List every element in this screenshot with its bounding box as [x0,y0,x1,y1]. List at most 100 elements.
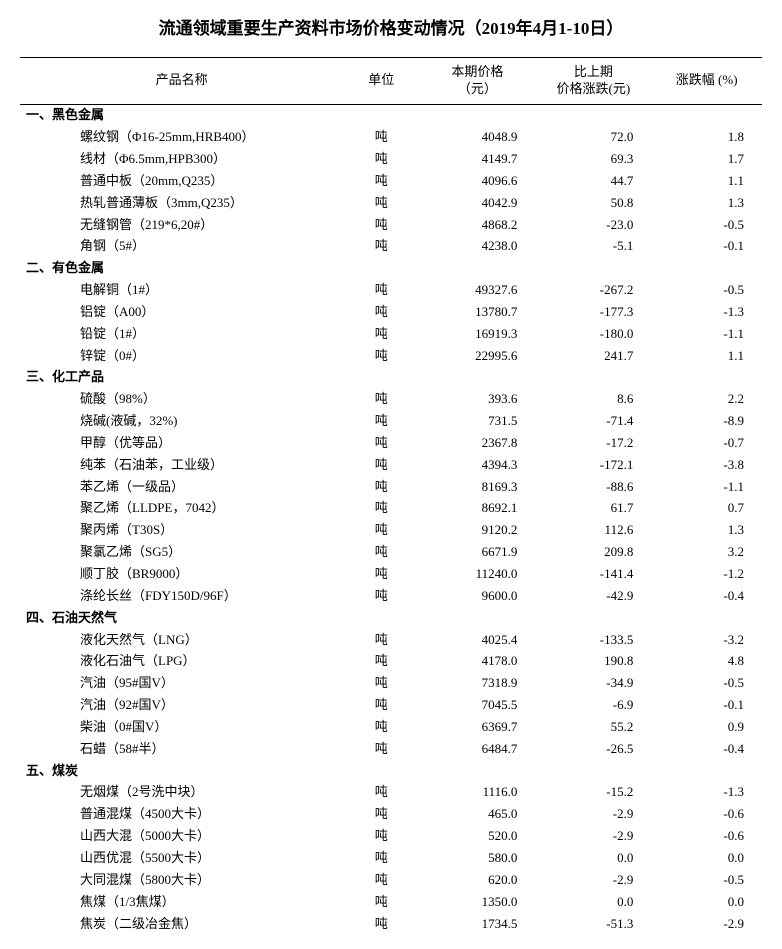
cell-change: 72.0 [535,127,651,149]
table-row: 无缝钢管（219*6,20#）吨4868.2-23.0-0.5 [20,214,762,236]
table-row: 普通中板（20mm,Q235）吨4096.644.71.1 [20,170,762,192]
cell-unit: 吨 [343,891,419,913]
section-header-row: 四、石油天然气 [20,607,762,629]
cell-pct: -0.5 [651,280,762,302]
cell-price: 4238.0 [419,236,535,258]
cell-pct: -1.3 [651,301,762,323]
cell-product-name: 烧碱(液碱，32%) [20,411,343,433]
cell-pct: 0.7 [651,498,762,520]
table-row: 纯苯（石油苯，工业级）吨4394.3-172.1-3.8 [20,454,762,476]
table-row: 热轧普通薄板（3mm,Q235）吨4042.950.81.3 [20,192,762,214]
cell-change: -2.9 [535,869,651,891]
cell-product-name: 苯乙烯（一级品） [20,476,343,498]
cell-unit: 吨 [343,869,419,891]
cell-product-name: 山西优混（5500大卡） [20,847,343,869]
cell-price: 7318.9 [419,673,535,695]
table-header-row: 产品名称 单位 本期价格（元） 比上期价格涨跌(元) 涨跌幅 (%) [20,58,762,105]
col-header-name: 产品名称 [20,58,343,105]
cell-unit: 吨 [343,236,419,258]
cell-pct: -3.2 [651,629,762,651]
cell-unit: 吨 [343,345,419,367]
cell-price: 11240.0 [419,564,535,586]
cell-unit: 吨 [343,301,419,323]
cell-pct: 1.1 [651,345,762,367]
table-row: 苯乙烯（一级品）吨8169.3-88.6-1.1 [20,476,762,498]
cell-change: 55.2 [535,716,651,738]
cell-price: 4868.2 [419,214,535,236]
table-row: 线材（Φ6.5mm,HPB300）吨4149.769.31.7 [20,148,762,170]
cell-unit: 吨 [343,498,419,520]
table-row: 甲醇（优等品）吨2367.8-17.2-0.7 [20,432,762,454]
cell-unit: 吨 [343,629,419,651]
cell-change: -34.9 [535,673,651,695]
cell-change: -51.3 [535,913,651,935]
cell-unit: 吨 [343,214,419,236]
col-header-pct: 涨跌幅 (%) [651,58,762,105]
section-label: 二、有色金属 [20,258,762,280]
table-row: 锌锭（0#）吨22995.6241.71.1 [20,345,762,367]
price-table: 产品名称 单位 本期价格（元） 比上期价格涨跌(元) 涨跌幅 (%) 一、黑色金… [20,57,762,935]
cell-pct: -1.1 [651,476,762,498]
table-row: 柴油（0#国V）吨6369.755.20.9 [20,716,762,738]
section-header-row: 二、有色金属 [20,258,762,280]
cell-product-name: 甲醇（优等品） [20,432,343,454]
cell-pct: -0.5 [651,673,762,695]
cell-price: 4025.4 [419,629,535,651]
cell-pct: 1.8 [651,127,762,149]
cell-price: 620.0 [419,869,535,891]
section-label: 三、化工产品 [20,367,762,389]
cell-product-name: 锌锭（0#） [20,345,343,367]
cell-product-name: 硫酸（98%） [20,389,343,411]
cell-change: -2.9 [535,826,651,848]
table-row: 聚丙烯（T30S）吨9120.2112.61.3 [20,520,762,542]
col-header-change: 比上期价格涨跌(元) [535,58,651,105]
table-row: 聚乙烯（LLDPE，7042）吨8692.161.70.7 [20,498,762,520]
cell-change: -177.3 [535,301,651,323]
table-row: 焦煤（1/3焦煤）吨1350.00.00.0 [20,891,762,913]
cell-product-name: 焦煤（1/3焦煤） [20,891,343,913]
cell-product-name: 柴油（0#国V） [20,716,343,738]
cell-unit: 吨 [343,651,419,673]
section-header-row: 五、煤炭 [20,760,762,782]
cell-price: 8692.1 [419,498,535,520]
cell-product-name: 液化天然气（LNG） [20,629,343,651]
cell-change: -141.4 [535,564,651,586]
cell-pct: -0.7 [651,432,762,454]
cell-price: 9120.2 [419,520,535,542]
cell-pct: 0.9 [651,716,762,738]
table-row: 烧碱(液碱，32%)吨731.5-71.4-8.9 [20,411,762,433]
cell-unit: 吨 [343,673,419,695]
cell-price: 731.5 [419,411,535,433]
cell-price: 6671.9 [419,542,535,564]
table-row: 角钢（5#）吨4238.0-5.1-0.1 [20,236,762,258]
cell-unit: 吨 [343,148,419,170]
cell-change: -172.1 [535,454,651,476]
cell-unit: 吨 [343,432,419,454]
cell-price: 8169.3 [419,476,535,498]
col-header-price: 本期价格（元） [419,58,535,105]
cell-product-name: 电解铜（1#） [20,280,343,302]
cell-pct: 1.1 [651,170,762,192]
table-row: 电解铜（1#）吨49327.6-267.2-0.5 [20,280,762,302]
table-row: 铅锭（1#）吨16919.3-180.0-1.1 [20,323,762,345]
cell-change: -2.9 [535,804,651,826]
cell-pct: -1.2 [651,564,762,586]
cell-product-name: 热轧普通薄板（3mm,Q235） [20,192,343,214]
table-row: 山西大混（5000大卡）吨520.0-2.9-0.6 [20,826,762,848]
cell-pct: -0.6 [651,804,762,826]
cell-unit: 吨 [343,716,419,738]
cell-pct: -0.5 [651,869,762,891]
table-row: 涤纶长丝（FDY150D/96F）吨9600.0-42.9-0.4 [20,585,762,607]
cell-unit: 吨 [343,913,419,935]
cell-change: -180.0 [535,323,651,345]
table-row: 铝锭（A00）吨13780.7-177.3-1.3 [20,301,762,323]
cell-unit: 吨 [343,826,419,848]
cell-product-name: 汽油（95#国V） [20,673,343,695]
cell-change: -6.9 [535,695,651,717]
cell-price: 520.0 [419,826,535,848]
cell-unit: 吨 [343,564,419,586]
section-header-row: 三、化工产品 [20,367,762,389]
cell-change: 69.3 [535,148,651,170]
table-body: 一、黑色金属螺纹钢（Φ16-25mm,HRB400）吨4048.972.01.8… [20,104,762,935]
cell-product-name: 线材（Φ6.5mm,HPB300） [20,148,343,170]
